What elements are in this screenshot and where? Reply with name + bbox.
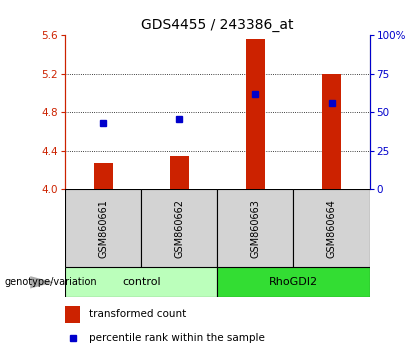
Text: GSM860662: GSM860662 bbox=[174, 199, 184, 258]
Bar bbox=[218, 189, 294, 267]
Title: GDS4455 / 243386_at: GDS4455 / 243386_at bbox=[141, 18, 294, 32]
Text: GSM860664: GSM860664 bbox=[326, 199, 336, 258]
Text: percentile rank within the sample: percentile rank within the sample bbox=[89, 333, 265, 343]
Text: RhoGDI2: RhoGDI2 bbox=[269, 277, 318, 287]
Bar bbox=[94, 164, 113, 189]
Bar bbox=[65, 267, 218, 297]
Bar bbox=[170, 156, 189, 189]
Text: GSM860663: GSM860663 bbox=[250, 199, 260, 258]
Text: genotype/variation: genotype/variation bbox=[4, 277, 97, 287]
Bar bbox=[246, 39, 265, 189]
Bar bbox=[141, 189, 218, 267]
Bar bbox=[322, 74, 341, 189]
Text: control: control bbox=[122, 277, 160, 287]
Bar bbox=[294, 189, 370, 267]
Text: GSM860661: GSM860661 bbox=[98, 199, 108, 258]
Polygon shape bbox=[30, 276, 54, 289]
Text: transformed count: transformed count bbox=[89, 309, 187, 319]
Bar bbox=[65, 306, 80, 323]
Bar bbox=[218, 267, 370, 297]
Bar bbox=[65, 189, 141, 267]
